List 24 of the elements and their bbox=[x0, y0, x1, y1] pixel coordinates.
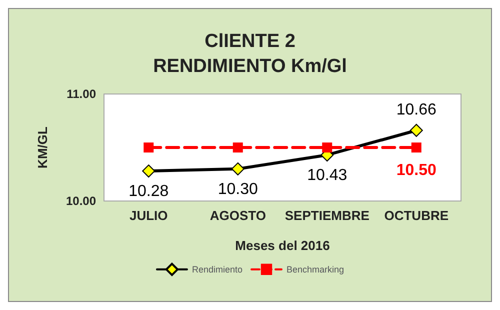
y-axis-title: KM/GL bbox=[35, 126, 50, 168]
point bbox=[232, 142, 243, 152]
x-tick-label: SEPTIEMBRE bbox=[284, 208, 370, 223]
point bbox=[142, 164, 156, 178]
legend-label: Rendimiento bbox=[192, 264, 243, 274]
x-tick-label: OCTUBRE bbox=[384, 208, 449, 223]
chart-subtitle: RENDIMIENTO Km/Gl bbox=[153, 56, 347, 77]
legend-label: Benchmarking bbox=[286, 264, 344, 274]
data-label: 10.30 bbox=[218, 180, 258, 198]
data-label: 10.43 bbox=[307, 166, 348, 184]
data-label: 10.28 bbox=[128, 183, 169, 200]
x-axis-title: Meses del 2016 bbox=[235, 238, 330, 253]
data-label: 10.66 bbox=[396, 101, 436, 118]
point bbox=[322, 142, 332, 152]
point bbox=[410, 124, 423, 137]
point bbox=[231, 162, 244, 176]
x-tick-label: JULIO bbox=[129, 208, 168, 223]
point bbox=[144, 142, 154, 152]
x-tick-label: AGOSTO bbox=[210, 208, 266, 223]
data-label: 10.50 bbox=[396, 162, 436, 179]
chart-title: ClIENTE 2 bbox=[204, 31, 296, 52]
y-tick-label: 11.00 bbox=[66, 87, 96, 101]
point bbox=[411, 142, 422, 152]
y-tick-label: 10.00 bbox=[66, 194, 96, 208]
